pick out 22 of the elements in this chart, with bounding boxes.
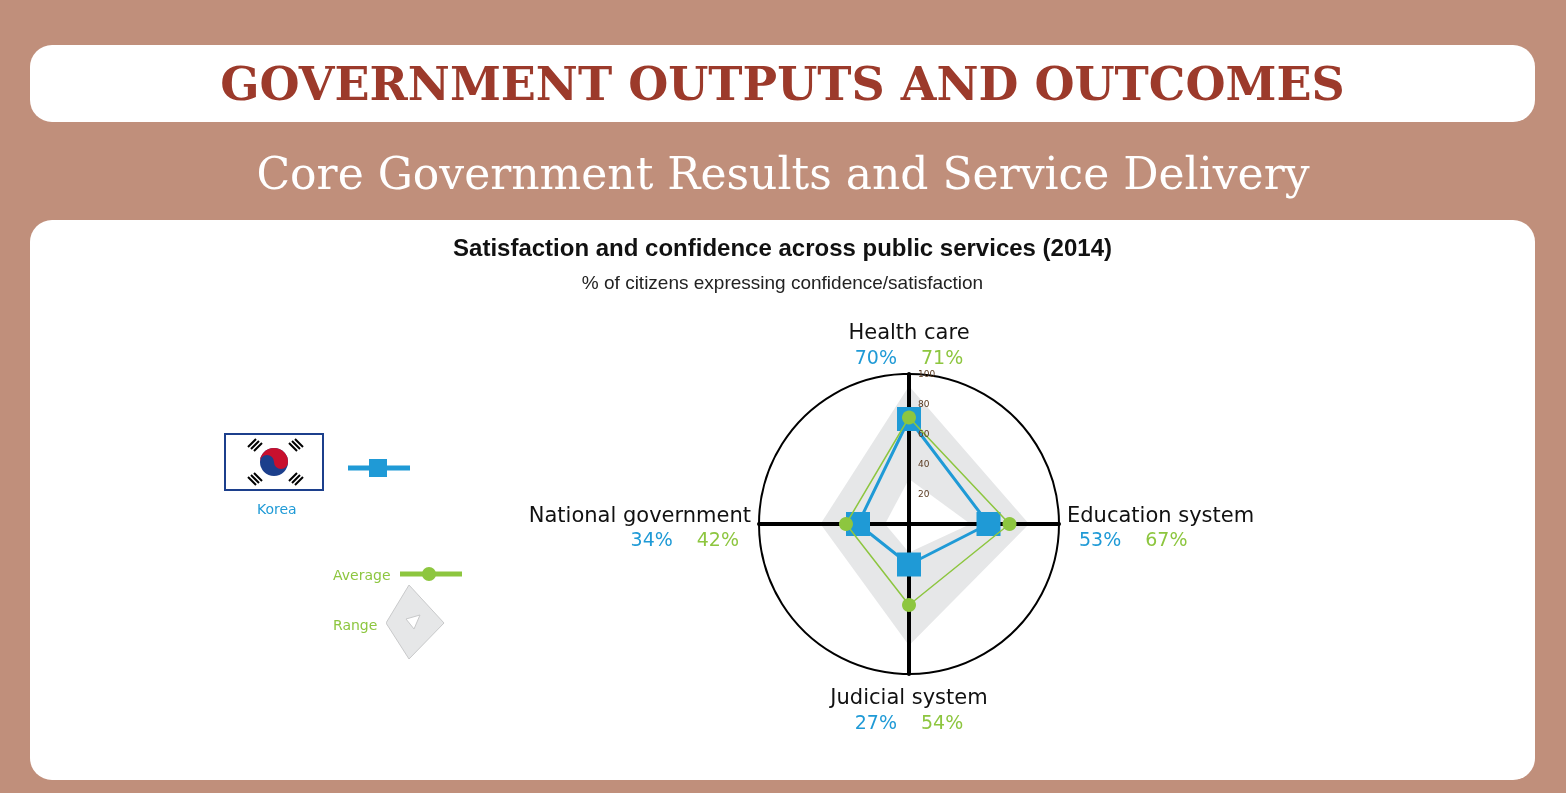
- chart-subtitle: % of citizens expressing confidence/satisfaction: [581, 272, 984, 293]
- text: 67%: [1145, 528, 1188, 550]
- text: 27%: [854, 710, 897, 733]
- spoke-label: National government: [528, 502, 751, 527]
- spoke-label: Education system: [1067, 502, 1255, 527]
- chart-title: Satisfaction and confidence across public services (2014): [453, 233, 1112, 261]
- spoke-label: Judicial system: [828, 685, 988, 709]
- legend-label: Range: [333, 617, 378, 633]
- spoke-label: Health care: [848, 320, 970, 344]
- y-tick-label: 40: [918, 459, 930, 469]
- y-tick-label: 20: [918, 489, 930, 499]
- text: 70%: [854, 345, 897, 368]
- legend-label: Average: [333, 567, 391, 583]
- y-tick-label: 80: [918, 399, 930, 409]
- text: Korea: [257, 501, 297, 517]
- text: 34%: [630, 528, 673, 550]
- text: GOVERNMENT OUTPUTS AND OUTCOMES: [30, 45, 1535, 122]
- text: 42%: [696, 528, 739, 550]
- text: 71%: [921, 345, 964, 368]
- text: 53%: [1079, 528, 1122, 550]
- text: 54%: [921, 710, 964, 733]
- text: Core Government Results and Service Delivery: [255, 148, 1311, 199]
